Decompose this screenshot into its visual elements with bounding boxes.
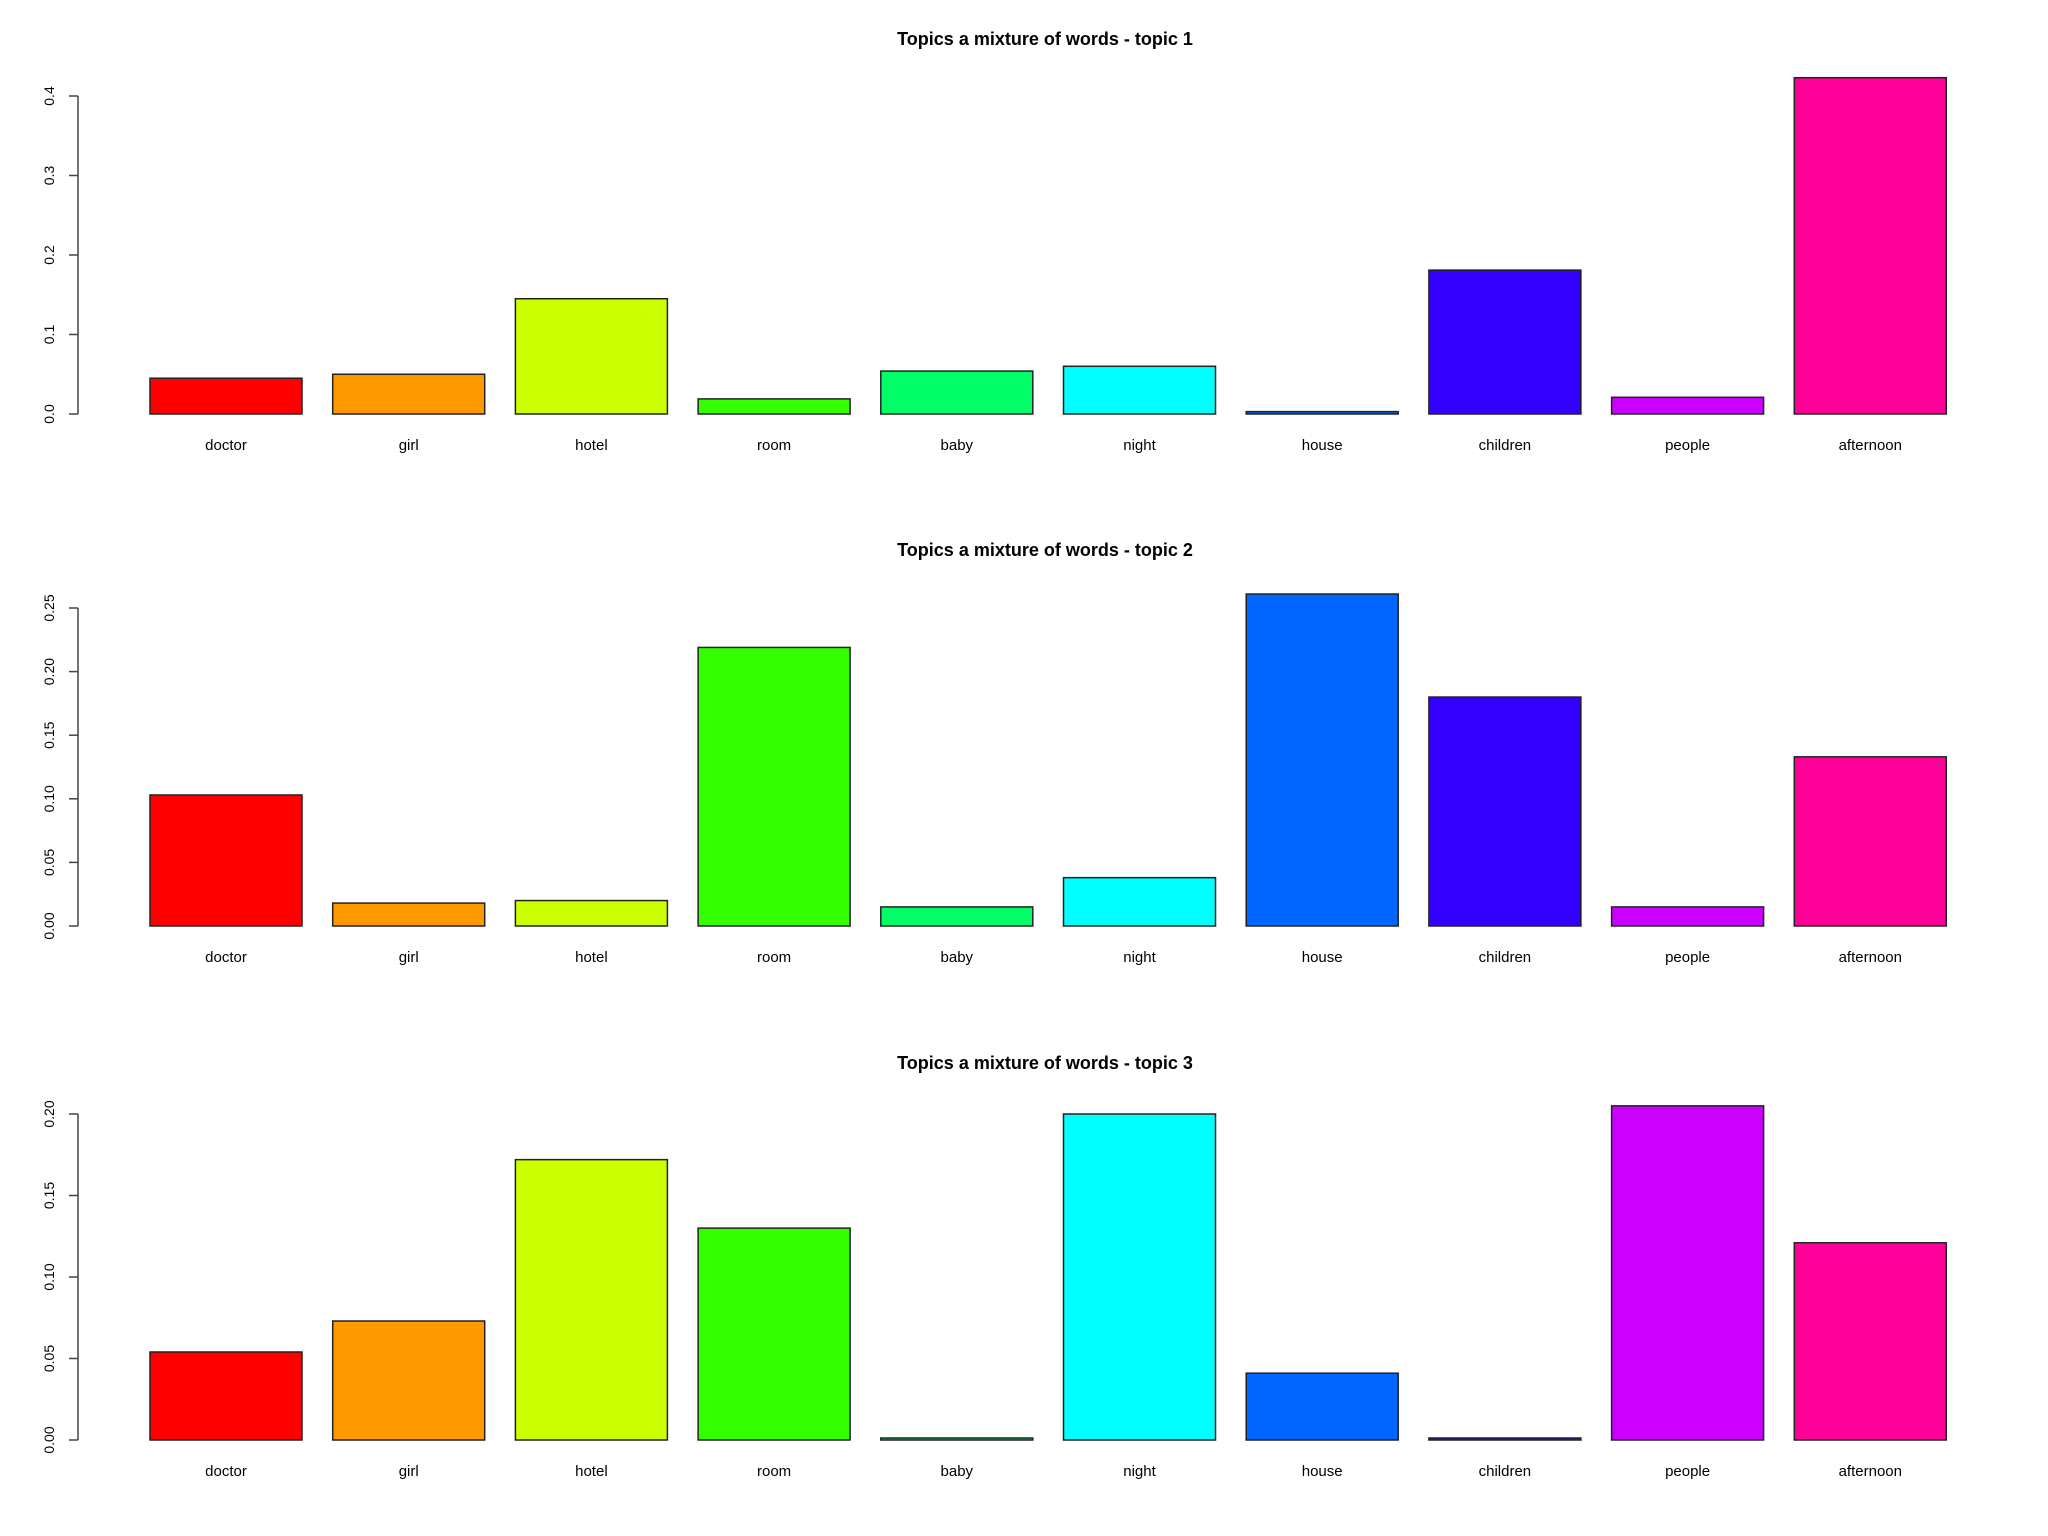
y-tick-label: 0.20 xyxy=(41,1100,57,1127)
y-tick-label: 0.2 xyxy=(41,245,57,265)
bar-girl xyxy=(331,902,486,927)
bar-night xyxy=(1062,876,1217,927)
y-tick-label: 0.3 xyxy=(41,166,57,186)
bar-children xyxy=(1428,1437,1582,1441)
y-tick-label: 0.15 xyxy=(41,721,57,748)
category-label: people xyxy=(1665,1463,1710,1480)
category-label: afternoon xyxy=(1839,1463,1902,1480)
bar-room xyxy=(697,646,851,927)
category-label: night xyxy=(1123,1463,1156,1480)
chart-title: Topics a mixture of words - topic 3 xyxy=(897,1053,1193,1073)
bar-house xyxy=(1245,1372,1399,1441)
y-tick-label: 0.00 xyxy=(41,912,57,939)
category-label: hotel xyxy=(575,1463,608,1480)
bar-children xyxy=(1428,696,1582,927)
y-tick-label: 0.10 xyxy=(41,785,57,812)
y-tick-label: 0.0 xyxy=(41,404,57,424)
y-tick-label: 0.25 xyxy=(41,594,57,621)
category-label: doctor xyxy=(205,1463,247,1480)
category-label: baby xyxy=(941,437,974,454)
category-label: doctor xyxy=(205,949,247,966)
bar-doctor xyxy=(149,1351,303,1441)
bar-children xyxy=(1428,269,1582,415)
chart-panel-topic-2: Topics a mixture of words - topic 2 0.00 0… xyxy=(41,540,1948,966)
category-label: children xyxy=(1479,437,1532,454)
y-tick-label: 0.10 xyxy=(41,1263,57,1290)
bar-afternoon xyxy=(1793,76,1948,415)
category-label: girl xyxy=(399,1463,419,1480)
bar-night xyxy=(1062,365,1217,415)
bar-afternoon xyxy=(1793,1242,1948,1441)
category-label: doctor xyxy=(205,437,247,454)
category-label: night xyxy=(1123,949,1156,966)
bar-baby xyxy=(880,370,1034,415)
chart-panel-topic-3: Topics a mixture of words - topic 3 0.00 0… xyxy=(41,1053,1948,1480)
y-tick-label: 0.4 xyxy=(41,86,57,106)
bar-house xyxy=(1245,410,1399,415)
category-label: people xyxy=(1665,437,1710,454)
category-label: house xyxy=(1302,949,1343,966)
bar-house xyxy=(1245,593,1399,927)
y-tick-label: 0.00 xyxy=(41,1426,57,1453)
bar-girl xyxy=(331,373,486,415)
chart-title: Topics a mixture of words - topic 2 xyxy=(897,540,1193,560)
chart-title: Topics a mixture of words - topic 1 xyxy=(897,29,1193,49)
bar-people xyxy=(1610,396,1765,415)
bar-hotel xyxy=(514,1158,669,1441)
category-label: people xyxy=(1665,949,1710,966)
category-label: house xyxy=(1302,1463,1343,1480)
bar-hotel xyxy=(514,899,669,927)
y-tick-label: 0.05 xyxy=(41,1345,57,1372)
bar-girl xyxy=(331,1320,486,1441)
category-label: night xyxy=(1123,437,1156,454)
y-tick-label: 0.20 xyxy=(41,658,57,685)
y-tick-label: 0.05 xyxy=(41,849,57,876)
bar-room xyxy=(697,398,851,415)
category-label: room xyxy=(757,949,791,966)
category-label: room xyxy=(757,437,791,454)
category-label: hotel xyxy=(575,437,608,454)
bar-doctor xyxy=(149,794,303,927)
category-label: children xyxy=(1479,1463,1532,1480)
chart-panel-topic-1: Topics a mixture of words - topic 1 0.0 0.… xyxy=(41,29,1948,454)
bar-people xyxy=(1610,906,1765,927)
category-label: children xyxy=(1479,949,1532,966)
y-tick-label: 0.1 xyxy=(41,325,57,345)
bar-hotel xyxy=(514,297,669,415)
category-label: baby xyxy=(941,1463,974,1480)
category-label: girl xyxy=(399,949,419,966)
bar-night xyxy=(1062,1113,1217,1441)
bar-baby xyxy=(880,1437,1034,1441)
category-label: room xyxy=(757,1463,791,1480)
bar-baby xyxy=(880,906,1034,927)
bar-people xyxy=(1610,1105,1765,1441)
category-label: afternoon xyxy=(1839,949,1902,966)
category-label: afternoon xyxy=(1839,437,1902,454)
category-label: house xyxy=(1302,437,1343,454)
bar-room xyxy=(697,1227,851,1441)
category-label: baby xyxy=(941,949,974,966)
category-label: girl xyxy=(399,437,419,454)
bar-doctor xyxy=(149,377,303,415)
bar-afternoon xyxy=(1793,756,1948,927)
y-tick-label: 0.15 xyxy=(41,1182,57,1209)
category-label: hotel xyxy=(575,949,608,966)
